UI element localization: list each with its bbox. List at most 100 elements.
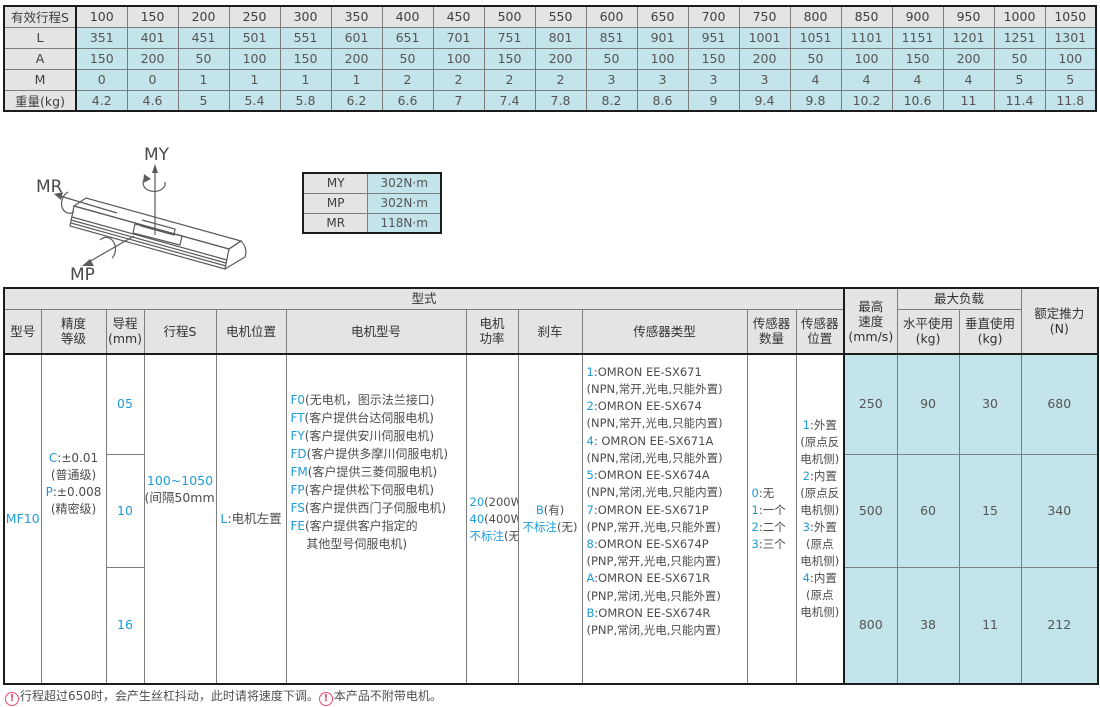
actuator-rail-line: [71, 216, 228, 261]
motor-model-line: 其他型号伺服电机): [290, 536, 407, 551]
weight-value-cell: 9.8: [789, 89, 842, 112]
L-value-cell: 1101: [840, 26, 893, 49]
moment-row: MR 118N·m: [302, 212, 442, 234]
accuracy-line: (精密级): [50, 502, 97, 516]
stroke-header-cell: 200: [177, 5, 230, 28]
motor-model-line: FS(客户提供西门子伺服电机): [290, 500, 447, 515]
spec-group-header-row: 型式 最高 速度 (mm/s) 最大负载 额定推力 (N): [3, 287, 1099, 355]
L-value-cell: 851: [585, 26, 638, 49]
motor-power-cell: 20(200W) 40(400W) 不标注(无): [465, 353, 519, 685]
mp-arrowhead: [82, 259, 94, 266]
spec-header-row: 型号 精度 等级 导程 (mm) 行程S 电机位置 电机型号 电机 功率 刹车 …: [3, 308, 1098, 355]
mp-axis-line: [86, 235, 135, 264]
row-L: L 351 401 451 501 551 601 651 701 751 801 851 901 95…: [3, 26, 1097, 49]
L-value-cell: 551: [279, 26, 332, 49]
mp-label: MP: [70, 265, 95, 285]
moment-label: MP: [302, 192, 369, 214]
weight-value-cell: 5: [177, 89, 230, 112]
vertical-load-cell-05: 30: [958, 353, 1022, 455]
actuator-carriage: [132, 219, 183, 246]
weight-value-cell: 8.6: [636, 89, 689, 112]
stroke-header-cell: 150: [126, 5, 179, 28]
header-model: 型号: [3, 308, 42, 355]
motor-model-line: FY(客户提供安川伺服电机): [290, 428, 435, 443]
header-vertical-load: 垂直使用 (kg): [958, 308, 1022, 355]
sensor-position-line: 电机侧): [800, 554, 840, 568]
accuracy-line: C:±0.01: [48, 451, 99, 465]
sensor-position-line: 1:外置: [802, 418, 837, 432]
actuator-moment-diagram: MY MR MP: [36, 145, 247, 285]
A-value-cell: 50: [993, 47, 1046, 70]
row-L-label: L: [3, 26, 77, 49]
accuracy-line: (普通级): [50, 468, 97, 482]
weight-value-cell: 6.6: [381, 89, 434, 112]
weight-value-cell: 10.2: [840, 89, 893, 112]
A-value-cell: 200: [534, 47, 587, 70]
moment-table: MY 302N·m MP 302N·m MR 118N·m: [302, 172, 442, 234]
stroke-header-cell: 900: [891, 5, 944, 28]
motor-position-line: L:电机左置: [220, 511, 282, 526]
M-value-cell: 0: [126, 68, 179, 91]
stroke-header-row: 有效行程S 100 150 200 250 300 350 400 450 500 550 600 6…: [3, 5, 1097, 28]
weight-value-cell: 4.2: [75, 89, 128, 112]
stroke-line: 100~1050: [146, 473, 214, 488]
thrust-cell-10: 340: [1020, 453, 1099, 568]
sensor-type-line: (NPN,常闭,光电,只能内置): [586, 485, 723, 500]
header-rated-thrust: 额定推力 (N): [1020, 287, 1099, 355]
sensor-position-line: 2:内置: [802, 469, 837, 483]
L-value-cell: 801: [534, 26, 587, 49]
M-value-cell: 1: [177, 68, 230, 91]
L-value-cell: 501: [228, 26, 281, 49]
actuator-rail-line: [70, 219, 227, 264]
sensor-position-line: (原点反: [800, 486, 840, 500]
header-brake: 刹车: [517, 308, 583, 355]
sensor-type-line: (NPN,常开,光电,只能内置): [586, 416, 723, 431]
moment-row: MP 302N·m: [302, 192, 442, 214]
L-value-cell: 1051: [789, 26, 842, 49]
header-lead: 导程 (mm): [105, 308, 145, 355]
mp-rotation-arc: [99, 236, 117, 259]
lead-cell-05: 05: [105, 353, 145, 455]
stroke-header-cell: 250: [228, 5, 281, 28]
sensor-qty-line: 2:二个: [751, 520, 786, 534]
sensor-type-line: 5:OMRON EE-SX674A: [586, 468, 710, 483]
moment-label: MY: [302, 172, 369, 194]
M-value-cell: 3: [687, 68, 740, 91]
sensor-position-line: 电机侧): [800, 605, 840, 619]
sensor-type-line: 2:OMRON EE-SX674: [586, 399, 702, 414]
vertical-load-cell-16: 11: [958, 566, 1022, 685]
M-value-cell: 1: [228, 68, 281, 91]
group-header-type: 型式: [3, 287, 845, 310]
weight-value-cell: 6.2: [330, 89, 383, 112]
footnote: ! 行程超过650时，会产生丝杠抖动，此时请将速度下调。! 本产品不附带电机。: [5, 687, 442, 706]
L-value-cell: 1201: [942, 26, 995, 49]
L-value-cell: 651: [381, 26, 434, 49]
M-value-cell: 2: [534, 68, 587, 91]
stroke-header-cell: 550: [534, 5, 587, 28]
horizontal-load-cell-16: 38: [896, 566, 960, 685]
sensor-type-line: 7:OMRON EE-SX671P: [586, 502, 709, 517]
stroke-header-cell: 450: [432, 5, 485, 28]
weight-value-cell: 9: [687, 89, 740, 112]
A-value-cell: 200: [330, 47, 383, 70]
stroke-header-cell: 500: [483, 5, 536, 28]
stroke-header-cell: 1000: [993, 5, 1046, 28]
header-sensor-position: 传感器 位置: [795, 308, 845, 355]
row-weight: 重量(kg) 4.2 4.6 5 5.4 5.8 6.2 6.6 7 7.4 7.8 8.2 8.6 9…: [3, 89, 1097, 112]
header-motor-model: 电机型号: [285, 308, 467, 355]
M-value-cell: 3: [738, 68, 791, 91]
A-value-cell: 200: [126, 47, 179, 70]
vertical-load-cell-10: 15: [958, 453, 1022, 568]
M-value-cell: 2: [483, 68, 536, 91]
brake-cell: B(有) 不标注(无): [517, 353, 583, 685]
sensor-type-cell: 1:OMRON EE-SX671 (NPN,常开,光电,只能外置) 2:OMRON …: [581, 353, 748, 685]
header-stroke: 行程S: [143, 308, 217, 355]
weight-value-cell: 11.4: [993, 89, 1046, 112]
sensor-qty-line: 1:一个: [751, 503, 786, 517]
A-value-cell: 100: [432, 47, 485, 70]
header-max-speed: 最高 速度 (mm/s): [843, 287, 898, 355]
mr-label: MR: [36, 177, 63, 197]
moment-value: 302N·m: [367, 172, 442, 194]
header-accuracy: 精度 等级: [40, 308, 107, 355]
speed-cell-16: 800: [843, 566, 898, 685]
